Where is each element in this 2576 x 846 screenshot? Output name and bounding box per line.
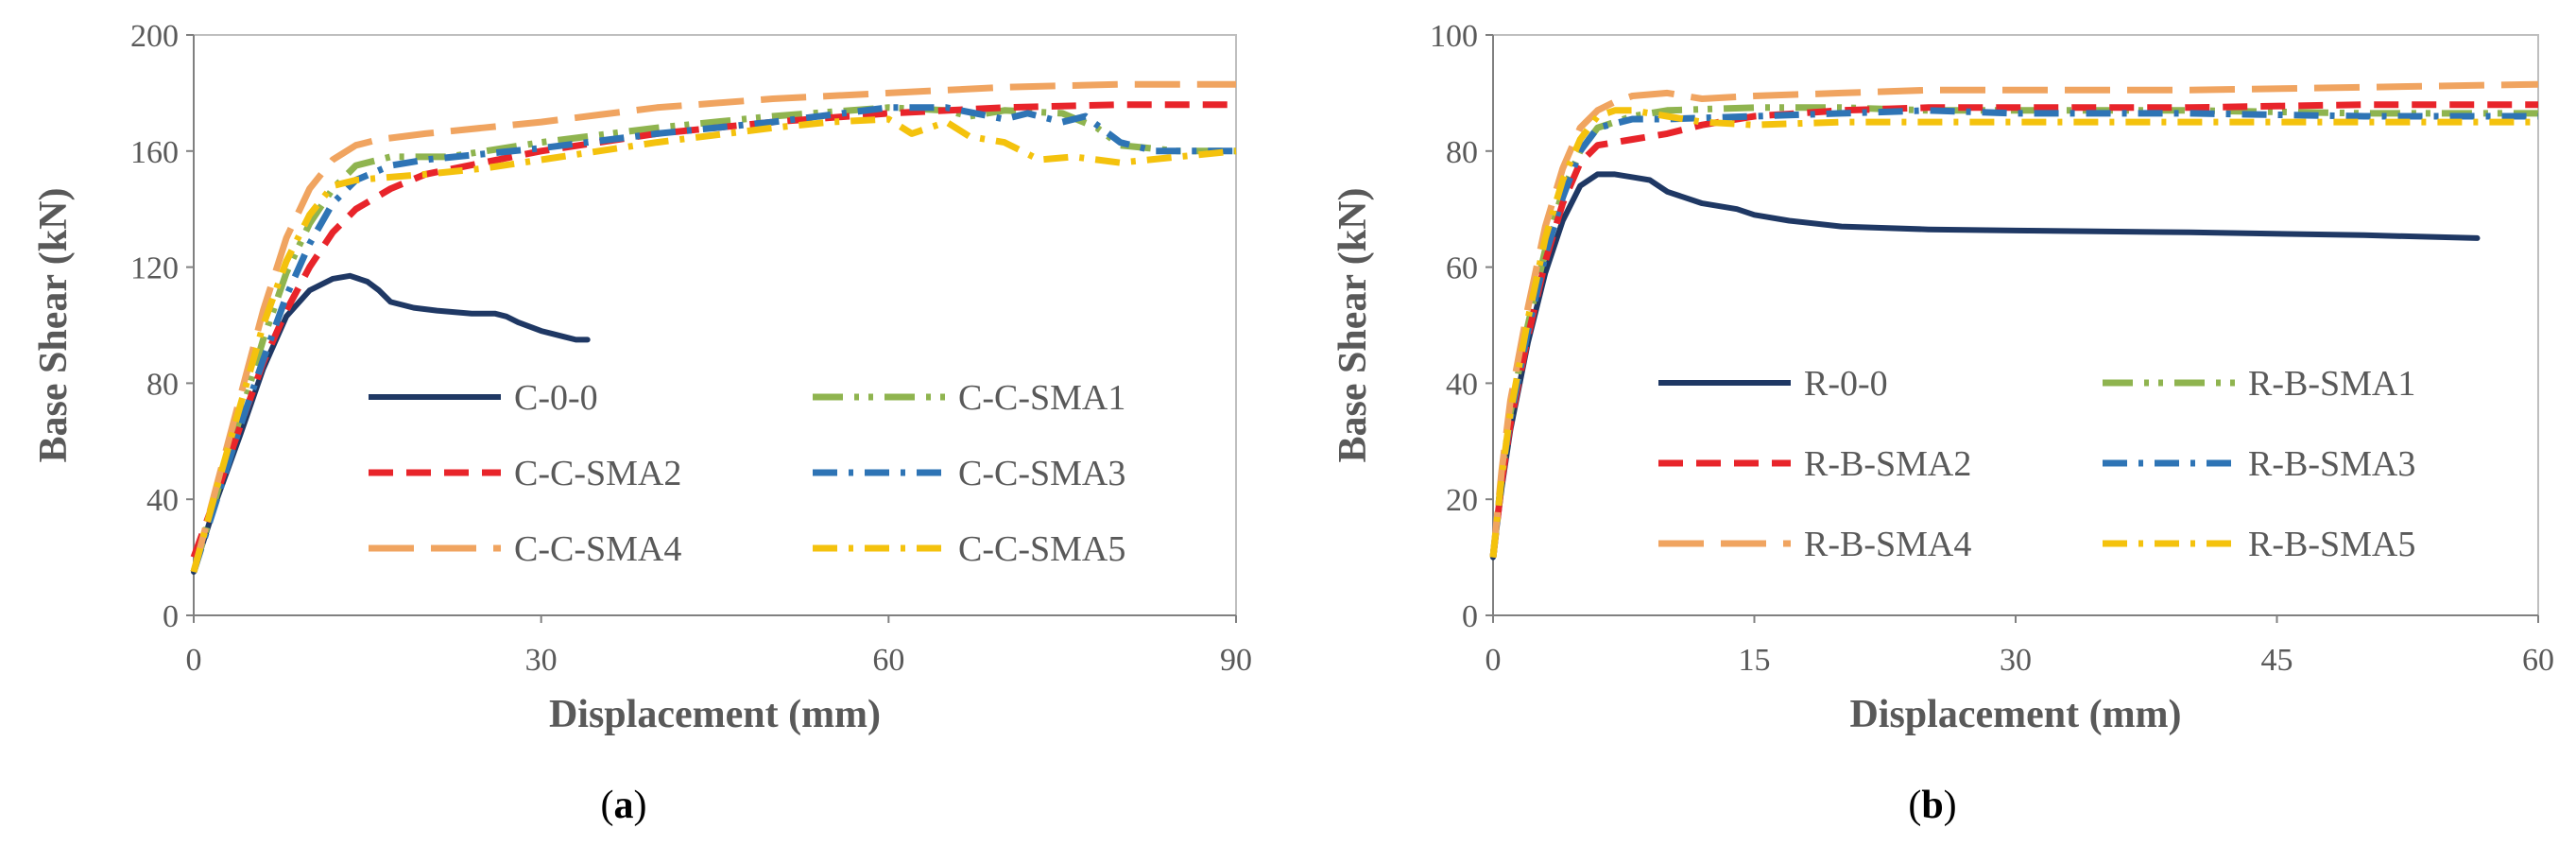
x-tick-label: 45 <box>2261 643 2293 678</box>
legend-label-C-C-SMA3: C-C-SMA3 <box>958 454 1125 493</box>
y-axis-label: Base Shear (kN) <box>32 188 76 463</box>
chart-panel-a: 0 40 80 120 160 200 0 30 60 90 Displacement (mm) Ba… <box>32 19 1252 827</box>
y-tick-label: 160 <box>130 135 179 170</box>
x-tick-label: 0 <box>186 643 202 678</box>
series-line-R-B-SMA3 <box>1489 107 2538 558</box>
series-line-C-C-SMA1 <box>190 104 1236 573</box>
legend-label-C-C-SMA2: C-C-SMA2 <box>514 454 681 493</box>
series-line-C-C-SMA4 <box>190 80 1236 573</box>
panel-caption: (b) <box>1908 784 1956 827</box>
x-tick-label: 60 <box>2522 643 2554 678</box>
x-axis-label: Displacement (mm) <box>1849 693 2181 736</box>
x-axis-label: Displacement (mm) <box>549 693 881 736</box>
chart-panel-b: 0 20 40 60 80 100 0 15 30 45 60 Displacement (mm) Ba… <box>1331 19 2554 827</box>
y-tick-label: 200 <box>130 19 179 54</box>
x-tick-label: 60 <box>872 643 904 678</box>
legend-label-R-B-SMA1: R-B-SMA1 <box>2248 364 2415 404</box>
series-line-C-C-SMA5 <box>190 115 1237 573</box>
legend-label-C-C-SMA1: C-C-SMA1 <box>958 378 1125 418</box>
y-tick-label: 100 <box>1430 19 1478 54</box>
series-line-R-0-0 <box>1490 171 2481 561</box>
x-tick-label: 30 <box>2000 643 2032 678</box>
legend-label-R-0-0: R-0-0 <box>1804 364 1888 404</box>
y-tick-label: 20 <box>1446 483 1478 518</box>
legend-label-R-B-SMA2: R-B-SMA2 <box>1804 444 1971 484</box>
y-tick-label: 40 <box>146 483 179 518</box>
y-axis-label: Base Shear (kN) <box>1331 188 1375 463</box>
y-tick-label: 60 <box>1446 251 1478 286</box>
y-tick-label: 120 <box>130 251 179 286</box>
legend-label-R-B-SMA4: R-B-SMA4 <box>1804 525 1971 564</box>
legend-label-R-B-SMA3: R-B-SMA3 <box>2248 444 2415 484</box>
series-line-C-C-SMA3 <box>190 104 1236 574</box>
y-tick-label: 0 <box>1462 599 1478 634</box>
x-tick-label: 0 <box>1485 643 1502 678</box>
legend-label-C-C-SMA4: C-C-SMA4 <box>514 529 681 569</box>
y-tick-label: 80 <box>146 367 179 402</box>
y-tick-label: 40 <box>1446 367 1478 402</box>
series-line-C-0-0 <box>191 272 591 575</box>
legend-label-C-C-SMA5: C-C-SMA5 <box>958 529 1125 569</box>
x-tick-label: 15 <box>1739 643 1771 678</box>
y-tick-label: 0 <box>163 599 179 634</box>
x-tick-label: 30 <box>525 643 558 678</box>
x-tick-label: 90 <box>1220 643 1252 678</box>
series-line-R-B-SMA1 <box>1489 104 2538 558</box>
series-line-R-B-SMA4 <box>1489 80 2539 558</box>
panel-caption: (a) <box>601 784 647 827</box>
y-tick-label: 80 <box>1446 135 1478 170</box>
legend-label-C-0-0: C-0-0 <box>514 378 598 418</box>
series-line-R-B-SMA2 <box>1489 101 2538 559</box>
legend-label-R-B-SMA5: R-B-SMA5 <box>2248 525 2415 564</box>
